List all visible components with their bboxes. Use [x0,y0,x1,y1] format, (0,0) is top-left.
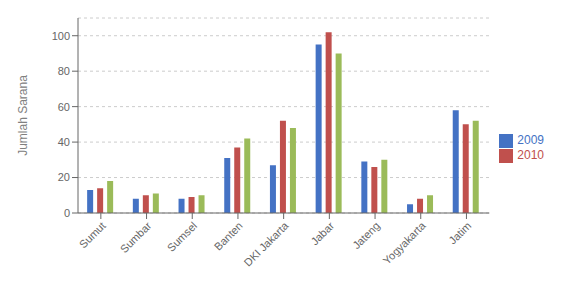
svg-text:80: 80 [58,65,70,77]
svg-text:Jatim: Jatim [446,219,473,246]
svg-text:Jateng: Jateng [350,219,382,251]
svg-text:60: 60 [58,101,70,113]
html-text:2009: 2009 [517,133,544,148]
svg-text:0: 0 [64,207,70,219]
html-text:2010: 2010 [517,148,544,162]
svg-text:Sumsel: Sumsel [165,219,199,253]
svg-text:Jumlah Sarana: Jumlah Sarana [16,75,30,156]
svg-text:Jabar: Jabar [308,219,336,247]
svg-text:20: 20 [58,171,70,183]
svg-text:DKI Jakarta: DKI Jakarta [241,219,291,269]
svg-text:Banten: Banten [212,219,245,252]
svg-text:Yogyakarta: Yogyakarta [381,219,429,267]
svg-text:Sumut: Sumut [77,219,108,250]
svg-text:100: 100 [52,30,70,42]
svg-text:Sumbar: Sumbar [118,219,154,255]
svg-text:40: 40 [58,136,70,148]
